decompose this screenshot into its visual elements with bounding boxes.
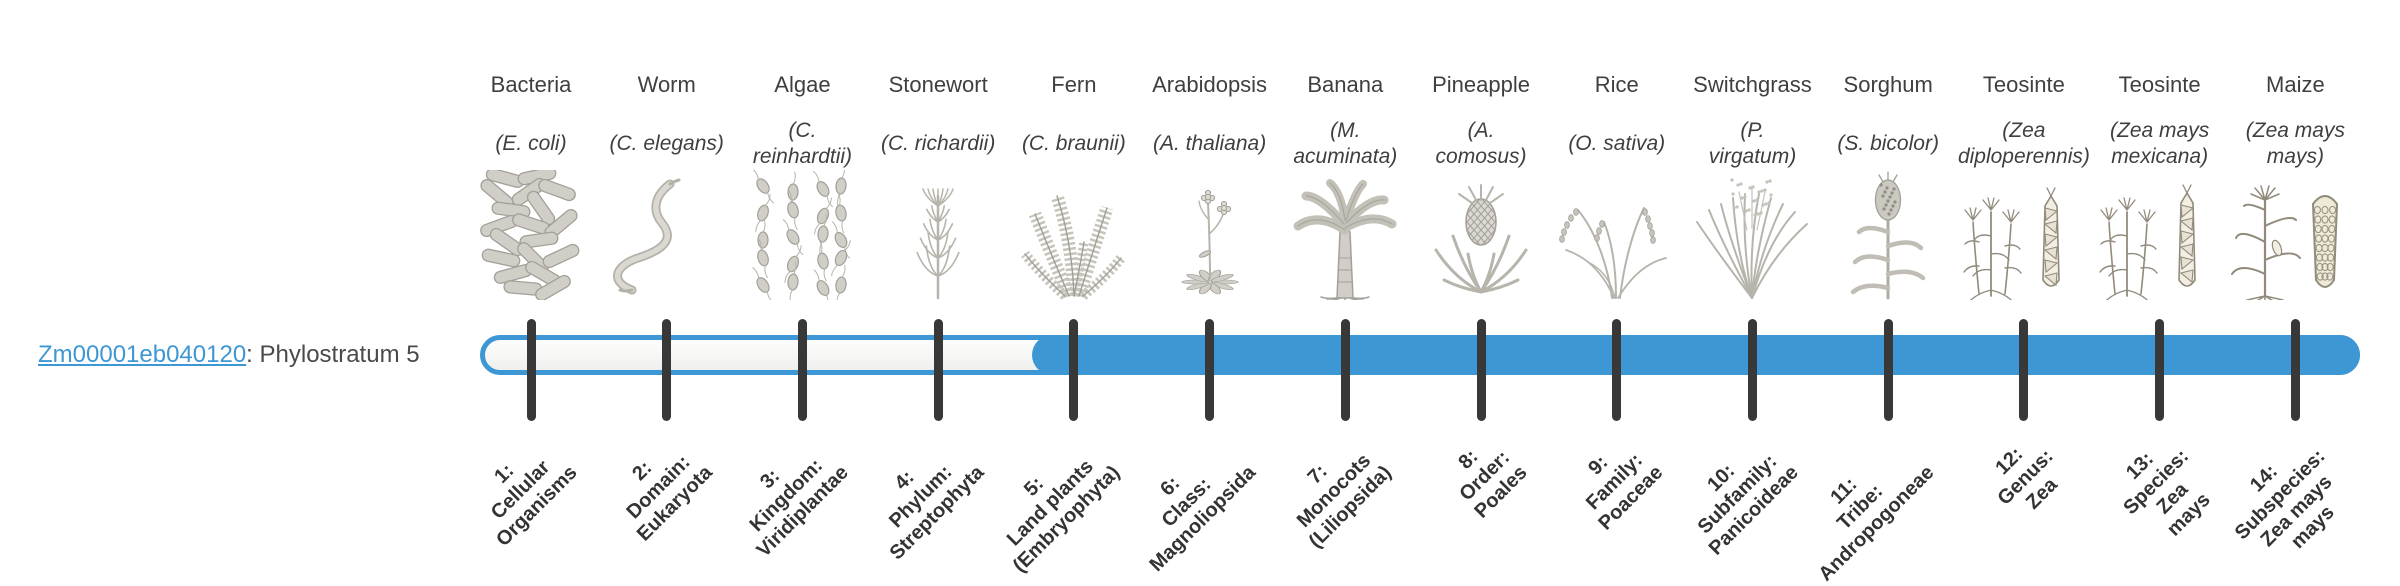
organism-scientific-name: (Zea mays mays) bbox=[2245, 119, 2345, 168]
organism-common-name: Bacteria bbox=[490, 72, 572, 97]
phylostratum-rank-label: 13: Species: Zea mays bbox=[2119, 445, 2215, 541]
organism-common-name: Arabidopsis bbox=[1152, 72, 1268, 97]
phylostratum-tick bbox=[1883, 319, 1893, 421]
phylostratum-tick bbox=[2290, 319, 2300, 421]
organism-scientific-name: (S. bicolor) bbox=[1837, 132, 1939, 155]
organism-scientific-name: (O. sativa) bbox=[1568, 132, 1666, 155]
organism-scientific-name: (M. acuminata) bbox=[1293, 119, 1398, 168]
organism-common-name: Switchgrass bbox=[1693, 72, 1812, 97]
teosinte-icon bbox=[2085, 170, 2235, 300]
phylostratum-rank-label: 9: Family: Poaceae bbox=[1581, 449, 1667, 535]
phylostratum-tick bbox=[1069, 319, 1079, 421]
phylostratum-tick bbox=[2155, 319, 2165, 421]
switchgrass-icon bbox=[1677, 170, 1827, 300]
gene-label: Zm00001eb040120: Phylostratum 5 bbox=[38, 340, 420, 370]
organism-common-name: Maize bbox=[2266, 72, 2325, 97]
organism-scientific-name: (Zea diploperennis) bbox=[1957, 119, 2090, 168]
worm-icon bbox=[592, 170, 742, 300]
organism-common-name: Teosinte bbox=[1982, 72, 2065, 97]
organism-common-name: Worm bbox=[637, 72, 696, 97]
organism-common-name: Fern bbox=[1051, 72, 1097, 97]
phylostratum-tick bbox=[933, 319, 943, 421]
sorghum-icon bbox=[1813, 170, 1963, 300]
organism-common-name: Algae bbox=[774, 72, 831, 97]
phylostratum-tick bbox=[1747, 319, 1757, 421]
organism-scientific-name: (C. richardii) bbox=[880, 132, 996, 155]
organism-common-name: Sorghum bbox=[1843, 72, 1933, 97]
phylostratum-rank-label: 4: Phylum: Streptophyta bbox=[884, 460, 989, 565]
phylostratum-rank-label: 12: Genus: Zea bbox=[1991, 443, 2062, 514]
maize-icon bbox=[2220, 170, 2370, 300]
organism-scientific-name: (A. thaliana) bbox=[1152, 132, 1267, 155]
phylostratum-rank-label: 6: Class: Magnoliopsida bbox=[1145, 461, 1260, 577]
organism-common-name: Rice bbox=[1594, 72, 1639, 97]
fern-icon bbox=[999, 170, 1149, 300]
phylostratum-tick bbox=[662, 319, 672, 421]
organism-scientific-name: (Zea mays mexicana) bbox=[2110, 119, 2210, 168]
gene-phylostratum-text: : Phylostratum 5 bbox=[246, 341, 420, 368]
organism-common-name: Banana bbox=[1307, 72, 1384, 97]
phylostratum-rank-label: 11: Tribe: Andropogoneae bbox=[1814, 461, 1939, 586]
bacteria-icon bbox=[456, 170, 606, 300]
organism-common-name: Pineapple bbox=[1432, 72, 1530, 97]
organism-scientific-name: (A. comosus) bbox=[1435, 119, 1527, 168]
phylostratum-rank-label: 5: Land plants (Embryophyta) bbox=[1002, 455, 1124, 577]
rice-icon bbox=[1542, 170, 1692, 300]
phylostratum-rank-label: 3: Kingdom: Viridiplantae bbox=[745, 454, 853, 562]
phylostratum-rank-label: 14: Subspecies: Zea mays mays bbox=[2230, 445, 2339, 554]
banana-icon bbox=[1270, 170, 1420, 300]
organism-common-name: Teosinte bbox=[2118, 72, 2201, 97]
phylostratum-tick bbox=[1340, 319, 1350, 421]
phylostratum-tick bbox=[1476, 319, 1486, 421]
organism-scientific-name: (P. virgatum) bbox=[1708, 119, 1797, 168]
phylostratum-rank-label: 1: Cellular Organisms bbox=[486, 456, 582, 551]
phylostratum-rank-label: 10: Subfamily: Panicoideae bbox=[1693, 450, 1803, 560]
teosinte-icon bbox=[1949, 170, 2099, 300]
phylostratum-rank-label: 8: Order: Poales bbox=[1453, 445, 1532, 523]
organism-scientific-name: (C. elegans) bbox=[609, 132, 724, 155]
phylostratum-rank-label: 7: Monocots (Liliopsida) bbox=[1292, 449, 1396, 553]
stonewort-icon bbox=[863, 170, 1013, 300]
phylostratum-tick bbox=[797, 319, 807, 421]
organism-scientific-name: (C. braunii) bbox=[1021, 132, 1126, 155]
phylostratum-tick bbox=[1205, 319, 1215, 421]
organism-scientific-name: (E. coli) bbox=[495, 132, 567, 155]
organism-scientific-name: (C. reinhardtii) bbox=[752, 119, 853, 168]
timeline-phylostratum-fill bbox=[1032, 335, 2360, 375]
phylostratum-rank-label: 2: Domain: Eukaryota bbox=[622, 451, 717, 546]
gene-id-link[interactable]: Zm00001eb040120 bbox=[38, 341, 247, 368]
phylostratum-tick bbox=[1612, 319, 1622, 421]
pineapple-icon bbox=[1406, 170, 1556, 300]
organism-common-name: Stonewort bbox=[888, 72, 988, 97]
algae-icon bbox=[727, 170, 877, 300]
arabidopsis-icon bbox=[1135, 170, 1285, 300]
phylostratum-tick bbox=[2019, 319, 2029, 421]
phylostratum-tick bbox=[526, 319, 536, 421]
